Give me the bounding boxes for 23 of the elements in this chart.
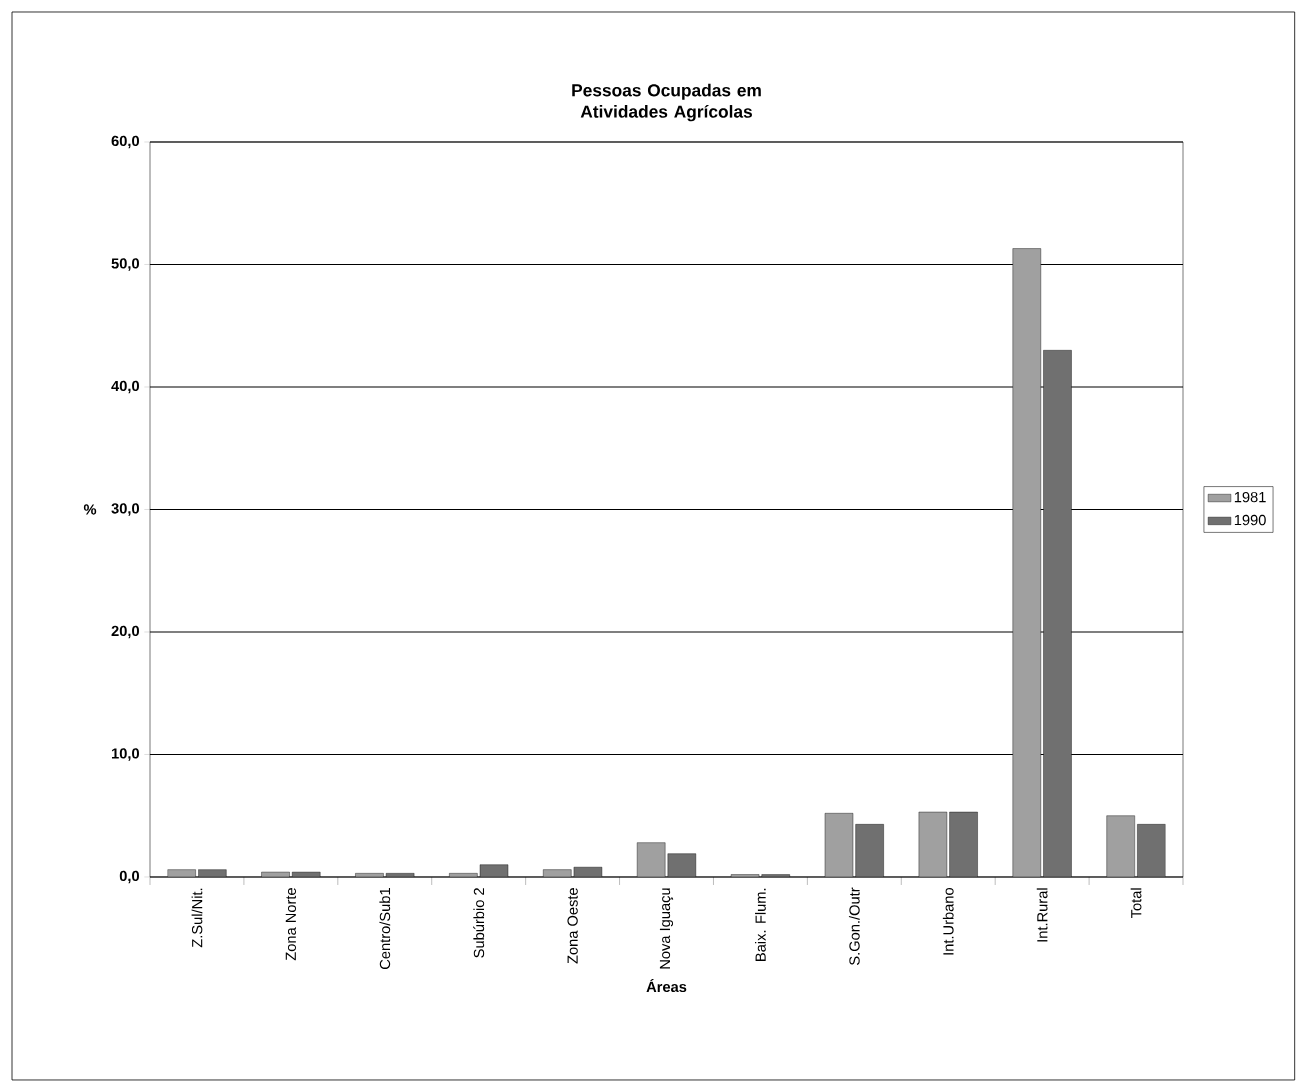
x-tick-label: Zona Oeste xyxy=(567,888,578,964)
legend-label: 1990 xyxy=(1234,514,1266,526)
y-tick-label: 40,0 xyxy=(111,380,139,394)
y-tick-label: 20,0 xyxy=(111,625,139,639)
x-axis-title: Áreas xyxy=(646,978,687,993)
x-tick-label: Total xyxy=(1130,888,1142,919)
y-tick-label: 30,0 xyxy=(111,503,139,516)
chart-title: Pessoas Ocupadas em Atividades Agrícolas xyxy=(572,83,761,122)
y-tick-label: 60,0 xyxy=(111,135,139,149)
x-tick-label: Subúrbio 2 xyxy=(473,888,485,958)
y-tick-label: 50,0 xyxy=(111,258,139,271)
x-tick-label: Centro/Sub1 xyxy=(379,888,391,969)
x-tick-label: Int.Urbano xyxy=(942,888,954,955)
x-tick-label: S.Gon./Outr xyxy=(848,887,860,965)
y-tick-label: 0,0 xyxy=(119,870,139,884)
y-tick-label: 10,0 xyxy=(111,748,139,761)
x-tick-label: Z.Sul/Nit. xyxy=(191,888,203,948)
y-axis-title: % xyxy=(83,504,97,515)
x-tick-label: Int.Rural xyxy=(1036,888,1048,942)
x-tick-label: Nova Iguaçu xyxy=(659,888,674,969)
x-tick-label: Baix. Flum. xyxy=(755,888,766,961)
legend-label: 1981 xyxy=(1234,491,1266,503)
x-tick-label: Zona Norte xyxy=(285,888,296,961)
